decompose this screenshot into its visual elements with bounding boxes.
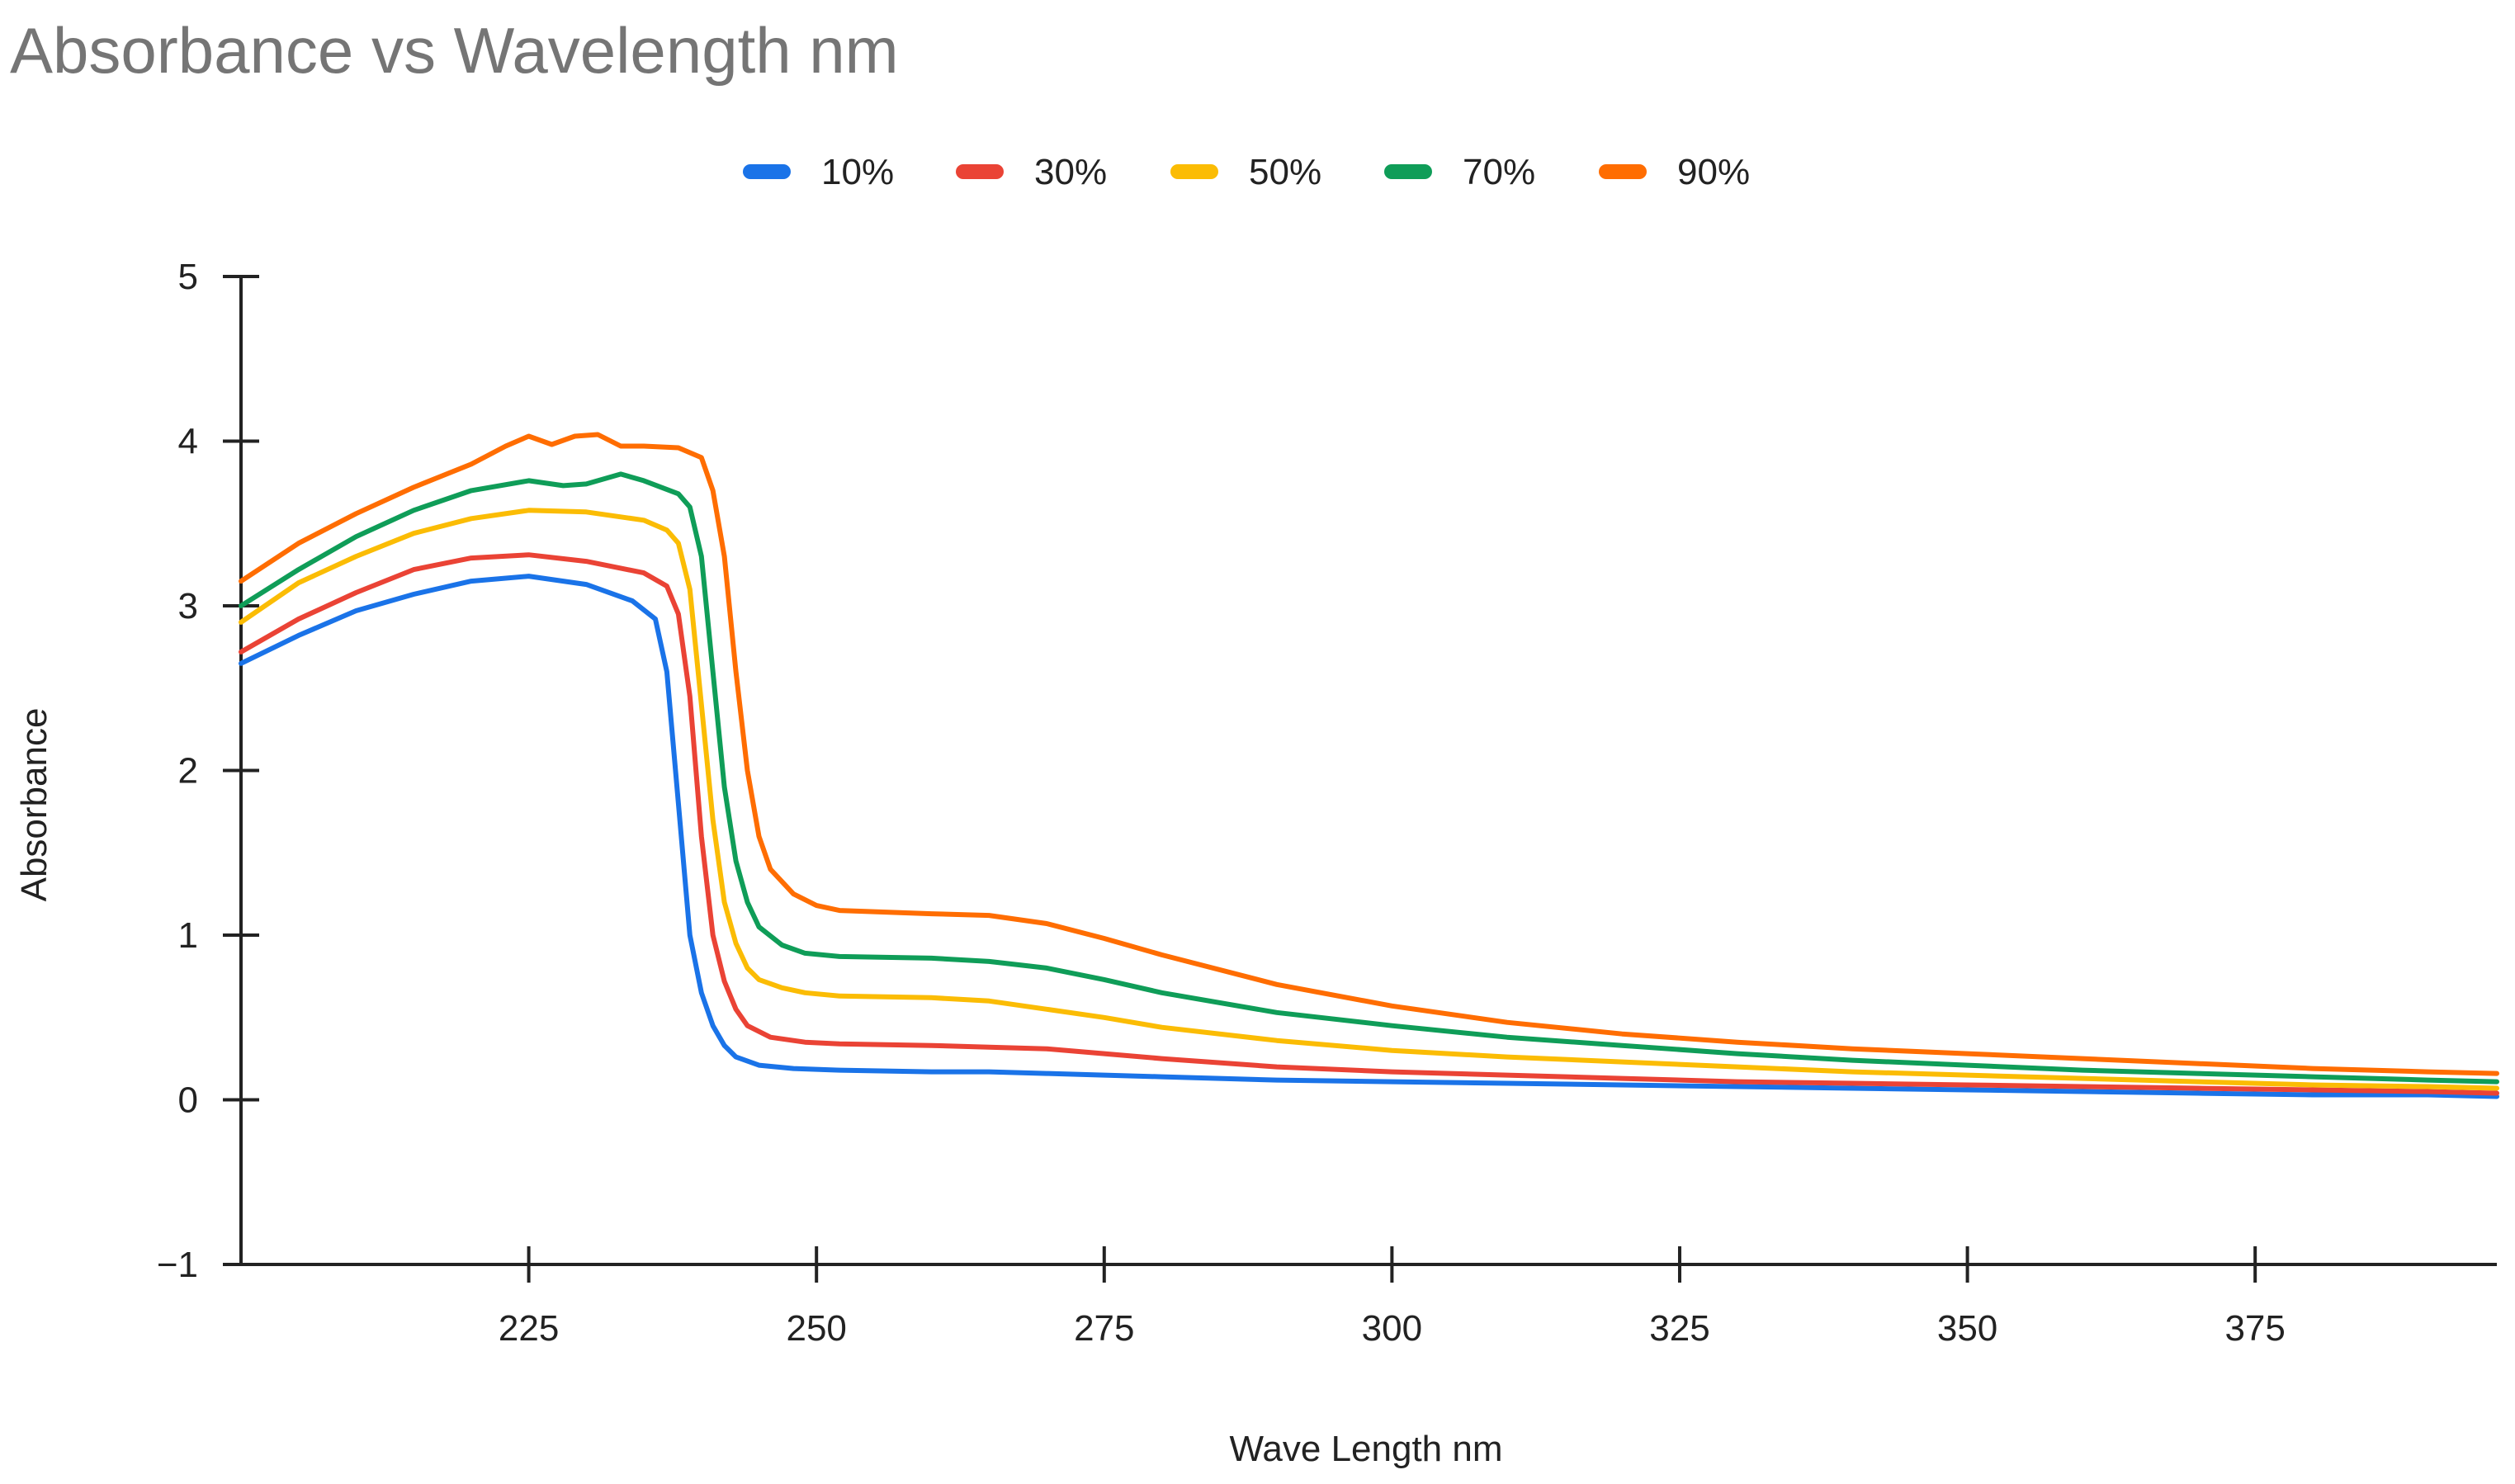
series-line-90pct (239, 432, 2499, 1076)
series-line-10pct (239, 574, 2499, 1099)
y-tick-label: 2 (178, 751, 198, 792)
legend-swatch (743, 164, 791, 179)
legend-item: 10% (743, 152, 894, 192)
series-lines (239, 432, 2499, 1099)
series-line-70pct (239, 471, 2499, 1085)
series-line-30pct (239, 552, 2499, 1096)
legend-label: 90% (1677, 152, 1750, 192)
y-axis-title: Absorbance (14, 708, 54, 902)
legend: 10% 30% 50% 70% 90% (743, 152, 1750, 192)
y-tick-label: 1 (178, 915, 198, 956)
y-tick-label: 4 (178, 422, 198, 462)
x-tick-label: 325 (1649, 1308, 1709, 1349)
x-tick-label: 300 (1362, 1308, 1422, 1349)
y-tick-label: 0 (178, 1080, 198, 1121)
legend-item: 30% (956, 152, 1107, 192)
x-tick-label: 350 (1937, 1308, 1997, 1349)
series-line-50pct (239, 508, 2499, 1091)
y-axis-ticks: −1 0 1 2 3 4 5 (157, 257, 259, 1285)
x-axis-ticks: 225 250 275 300 325 350 375 (499, 1246, 2286, 1349)
x-tick-label: 275 (1074, 1308, 1134, 1349)
legend-item: 90% (1599, 152, 1750, 192)
x-tick-label: 375 (2224, 1308, 2285, 1349)
x-tick-label: 225 (499, 1308, 559, 1349)
axes: −1 0 1 2 3 4 5 225 250 275 300 325 350 375 (157, 257, 2497, 1349)
chart-title: Absorbance vs Wavelength nm (10, 14, 899, 87)
legend-swatch (1170, 164, 1218, 179)
y-tick-label: 5 (178, 257, 198, 297)
legend-label: 10% (821, 152, 894, 192)
x-axis-title: Wave Length nm (1230, 1429, 1503, 1469)
y-tick-label: 3 (178, 586, 198, 626)
legend-item: 50% (1170, 152, 1321, 192)
legend-swatch (1384, 164, 1432, 179)
legend-swatch (956, 164, 1004, 179)
legend-label: 30% (1034, 152, 1107, 192)
legend-item: 70% (1384, 152, 1535, 192)
x-tick-label: 250 (786, 1308, 846, 1349)
y-tick-label: −1 (157, 1245, 198, 1285)
legend-label: 50% (1249, 152, 1321, 192)
legend-label: 70% (1463, 152, 1535, 192)
legend-swatch (1599, 164, 1647, 179)
